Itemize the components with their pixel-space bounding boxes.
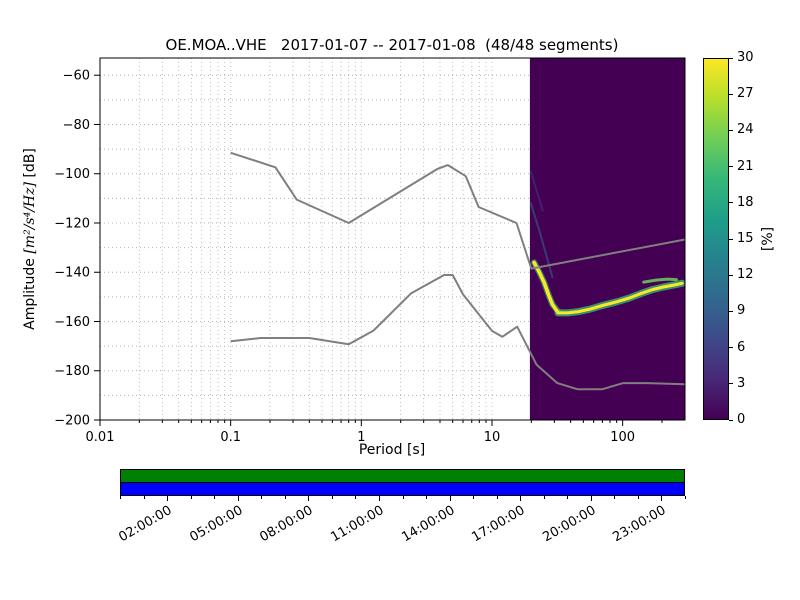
- colorbar-tick: [729, 57, 733, 59]
- colorbar-tick: [729, 419, 733, 421]
- coverage-bar: [120, 469, 685, 496]
- coverage-tick: [355, 496, 357, 499]
- coverage-tick: [284, 496, 286, 499]
- y-tick-label: −180: [54, 364, 90, 379]
- coverage-tick: [567, 496, 569, 499]
- coverage-tick: [661, 496, 663, 501]
- time-tick-label: 11:00:00: [328, 503, 387, 546]
- y-tick-label: −200: [54, 414, 90, 429]
- coverage-tick: [308, 496, 310, 501]
- colorbar-tick: [729, 347, 733, 349]
- colorbar-tick: [729, 383, 733, 385]
- coverage-tick: [449, 496, 451, 501]
- coverage-tick: [426, 496, 428, 499]
- coverage-tick: [120, 496, 121, 499]
- coverage-tick: [167, 496, 169, 501]
- colorbar-tick: [729, 202, 733, 204]
- x-tick-label: 10: [484, 430, 501, 445]
- psd-streak-upper-secondary: [642, 277, 678, 284]
- colorbar-tick: [729, 129, 733, 131]
- psd-streak-descending-core: [532, 260, 559, 313]
- x-tick-label: 0.01: [86, 430, 115, 445]
- colorbar-tick-label: 15: [737, 231, 754, 246]
- coverage-bottom-strip: [120, 482, 685, 496]
- time-tick-label: 20:00:00: [540, 503, 599, 546]
- histogram-region: [529, 58, 685, 420]
- time-tick-label: 23:00:00: [610, 503, 669, 546]
- time-tick-label: 17:00:00: [469, 503, 528, 546]
- colorbar-tick-label: 3: [737, 375, 746, 391]
- coverage-tick: [331, 496, 333, 499]
- time-tick-label: 14:00:00: [399, 503, 458, 546]
- noise-model-low: [230, 274, 686, 391]
- time-tick-label: 08:00:00: [257, 503, 316, 546]
- coverage-tick: [214, 496, 216, 499]
- coverage-tick: [520, 496, 522, 501]
- coverage-tick: [590, 496, 592, 501]
- y-tick-label: −60: [63, 69, 90, 84]
- colorbar-label: [%]: [760, 226, 776, 252]
- coverage-tick: [402, 496, 404, 499]
- coverage-tick: [473, 496, 475, 499]
- coverage-tick: [496, 496, 498, 499]
- colorbar-tick-label: 21: [737, 158, 754, 174]
- colorbar-tick-label: 18: [737, 194, 754, 210]
- psd-streak-artifact-blue: [529, 170, 544, 212]
- colorbar-tick-label: 30: [737, 50, 754, 65]
- y-tick-label: −140: [54, 266, 90, 281]
- coverage-tick: [261, 496, 263, 499]
- colorbar-tick: [729, 166, 733, 168]
- y-tick-label: −160: [54, 315, 90, 330]
- colorbar-tick-label: 12: [737, 267, 754, 283]
- plot-title: OE.MOA..VHE 2017-01-07 -- 2017-01-08 (48…: [165, 36, 619, 54]
- x-axis-label: Period [s]: [358, 442, 426, 458]
- x-tick-label: 1: [357, 430, 365, 445]
- colorbar-tick: [729, 310, 733, 312]
- coverage-top-strip: [120, 469, 685, 483]
- colorbar-tick: [729, 274, 733, 276]
- coverage-tick: [190, 496, 192, 499]
- colorbar-gradient: [703, 58, 729, 420]
- coverage-tick: [614, 496, 616, 499]
- colorbar-tick-label: 27: [737, 86, 754, 102]
- coverage-tick: [378, 496, 380, 501]
- x-tick-label: 100: [610, 430, 635, 445]
- y-tick-label: −120: [54, 216, 90, 231]
- colorbar-tick: [729, 238, 733, 240]
- colorbar-tick-label: 24: [737, 122, 754, 138]
- axes-border: [99, 57, 686, 421]
- noise-model-high: [230, 151, 686, 270]
- colorbar-tick: [729, 93, 733, 95]
- coverage-tick: [637, 496, 639, 499]
- psd-streak-main-core: [556, 281, 684, 315]
- coverage-tick: [143, 496, 145, 499]
- ppsd-plot: 0.01 0.1 1 10 100 −200 −180 −160 −140 −120 −100 −80…: [54, 57, 686, 445]
- coverage-tick: [685, 496, 686, 499]
- colorbar-tick-label: 0: [737, 412, 746, 427]
- coverage-tick: [237, 496, 239, 501]
- x-tick-label: 0.1: [220, 430, 241, 445]
- time-tick-label: 02:00:00: [116, 503, 175, 546]
- colorbar-tick-label: 6: [737, 339, 746, 355]
- y-tick-label: −100: [54, 167, 90, 182]
- colorbar-tick-label: 9: [737, 303, 746, 319]
- coverage-tick: [543, 496, 545, 499]
- y-tick-label: −80: [63, 118, 90, 133]
- time-tick-label: 05:00:00: [187, 503, 246, 546]
